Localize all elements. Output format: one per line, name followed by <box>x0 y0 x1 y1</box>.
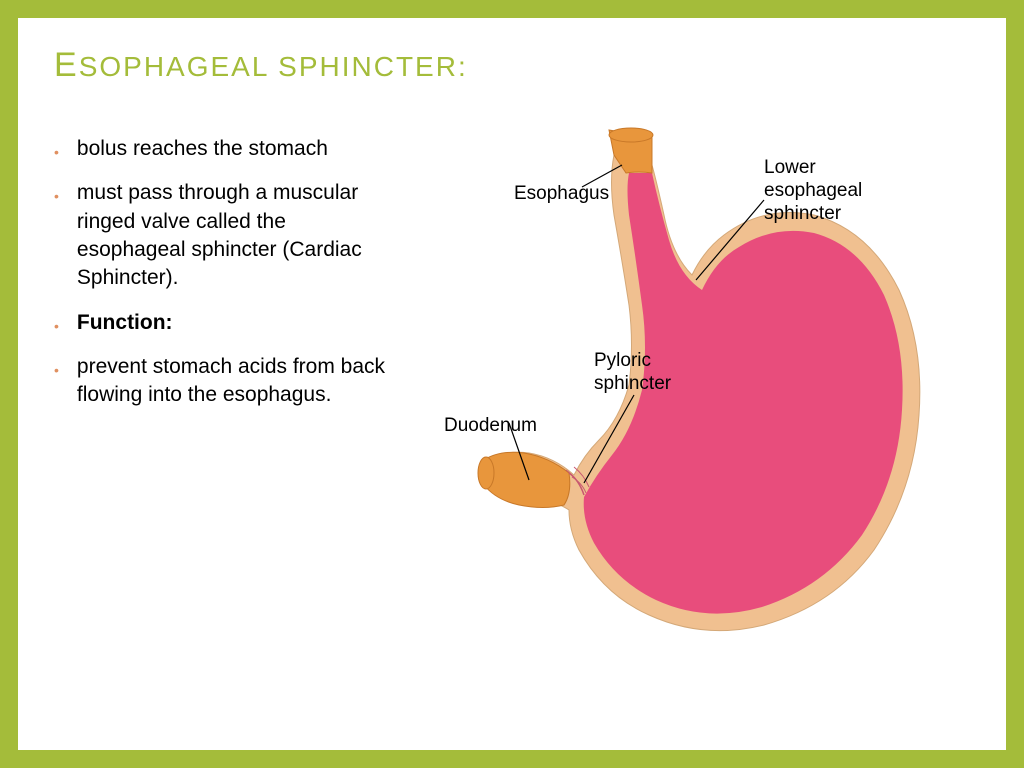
duodenum-tube <box>484 452 570 507</box>
bullet-list: • bolus reaches the stomach • must pass … <box>54 135 394 410</box>
bullet-icon: • <box>54 317 59 336</box>
bullet-icon: • <box>54 143 59 162</box>
content-area: • bolus reaches the stomach • must pass … <box>54 135 970 695</box>
label-esophagus: Esophagus <box>514 183 609 206</box>
bullet-text: bolus reaches the stomach <box>77 135 328 163</box>
bullet-text: must pass through a muscular ringed valv… <box>77 179 394 292</box>
list-item: • must pass through a muscular ringed va… <box>54 179 394 292</box>
label-lower-sphincter: Lower esophageal sphincter <box>764 157 914 225</box>
title-first-letter: E <box>54 46 79 84</box>
title-rest: SOPHAGEAL SPHINCTER: <box>79 51 468 82</box>
bullet-text: prevent stomach acids from back flowing … <box>77 353 394 410</box>
duodenum-opening <box>478 457 494 489</box>
label-pyloric: Pyloric sphincter <box>594 350 694 396</box>
esophagus-opening <box>609 128 653 142</box>
label-duodenum: Duodenum <box>444 415 537 438</box>
slide-title: ESOPHAGEAL SPHINCTER: <box>54 46 970 85</box>
list-item: • Function: <box>54 309 394 337</box>
slide-outer-frame: ESOPHAGEAL SPHINCTER: • bolus reaches th… <box>0 0 1024 768</box>
diagram-column: Esophagus Lower esophageal sphincter Pyl… <box>424 135 970 695</box>
list-item: • bolus reaches the stomach <box>54 135 394 163</box>
bullet-icon: • <box>54 187 59 206</box>
text-column: • bolus reaches the stomach • must pass … <box>54 135 394 695</box>
slide-inner-frame: ESOPHAGEAL SPHINCTER: • bolus reaches th… <box>18 18 1006 750</box>
list-item: • prevent stomach acids from back flowin… <box>54 353 394 410</box>
bullet-icon: • <box>54 361 59 380</box>
bullet-text: Function: <box>77 309 173 337</box>
